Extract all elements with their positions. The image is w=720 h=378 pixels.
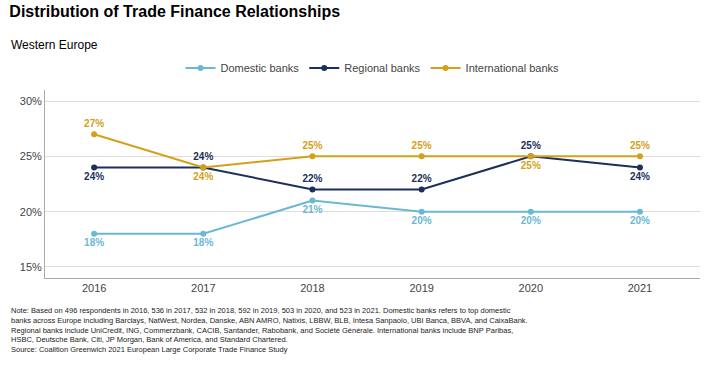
svg-text:25%: 25% (20, 150, 42, 162)
svg-text:2019: 2019 (409, 282, 433, 294)
svg-text:24%: 24% (193, 151, 213, 162)
svg-text:International banks: International banks (466, 62, 559, 74)
svg-text:25%: 25% (521, 140, 541, 151)
svg-text:25%: 25% (630, 140, 650, 151)
svg-text:21%: 21% (302, 204, 322, 215)
svg-text:2021: 2021 (628, 282, 652, 294)
svg-text:Regional banks: Regional banks (344, 62, 420, 74)
svg-text:25%: 25% (521, 160, 541, 171)
svg-text:20%: 20% (20, 206, 42, 218)
svg-text:25%: 25% (412, 140, 432, 151)
svg-text:2017: 2017 (191, 282, 215, 294)
svg-text:Domestic banks: Domestic banks (221, 62, 300, 74)
svg-text:20%: 20% (630, 215, 650, 226)
svg-text:20%: 20% (412, 215, 432, 226)
svg-text:Note: Based on 496 respondents: Note: Based on 496 respondents in 2016, … (11, 306, 528, 354)
svg-text:20%: 20% (521, 215, 541, 226)
svg-text:27%: 27% (84, 118, 104, 129)
svg-text:24%: 24% (193, 171, 213, 182)
svg-text:18%: 18% (193, 237, 213, 248)
svg-text:2020: 2020 (519, 282, 543, 294)
svg-text:Distribution of Trade Finance: Distribution of Trade Finance Relationsh… (9, 3, 340, 20)
svg-text:22%: 22% (302, 173, 322, 184)
svg-text:30%: 30% (20, 95, 42, 107)
svg-text:24%: 24% (630, 171, 650, 182)
svg-text:24%: 24% (84, 171, 104, 182)
svg-text:25%: 25% (302, 140, 322, 151)
svg-text:15%: 15% (20, 261, 42, 273)
svg-text:2018: 2018 (300, 282, 324, 294)
svg-text:2016: 2016 (82, 282, 106, 294)
svg-text:22%: 22% (412, 173, 432, 184)
svg-text:18%: 18% (84, 237, 104, 248)
svg-text:Western Europe: Western Europe (11, 38, 98, 52)
